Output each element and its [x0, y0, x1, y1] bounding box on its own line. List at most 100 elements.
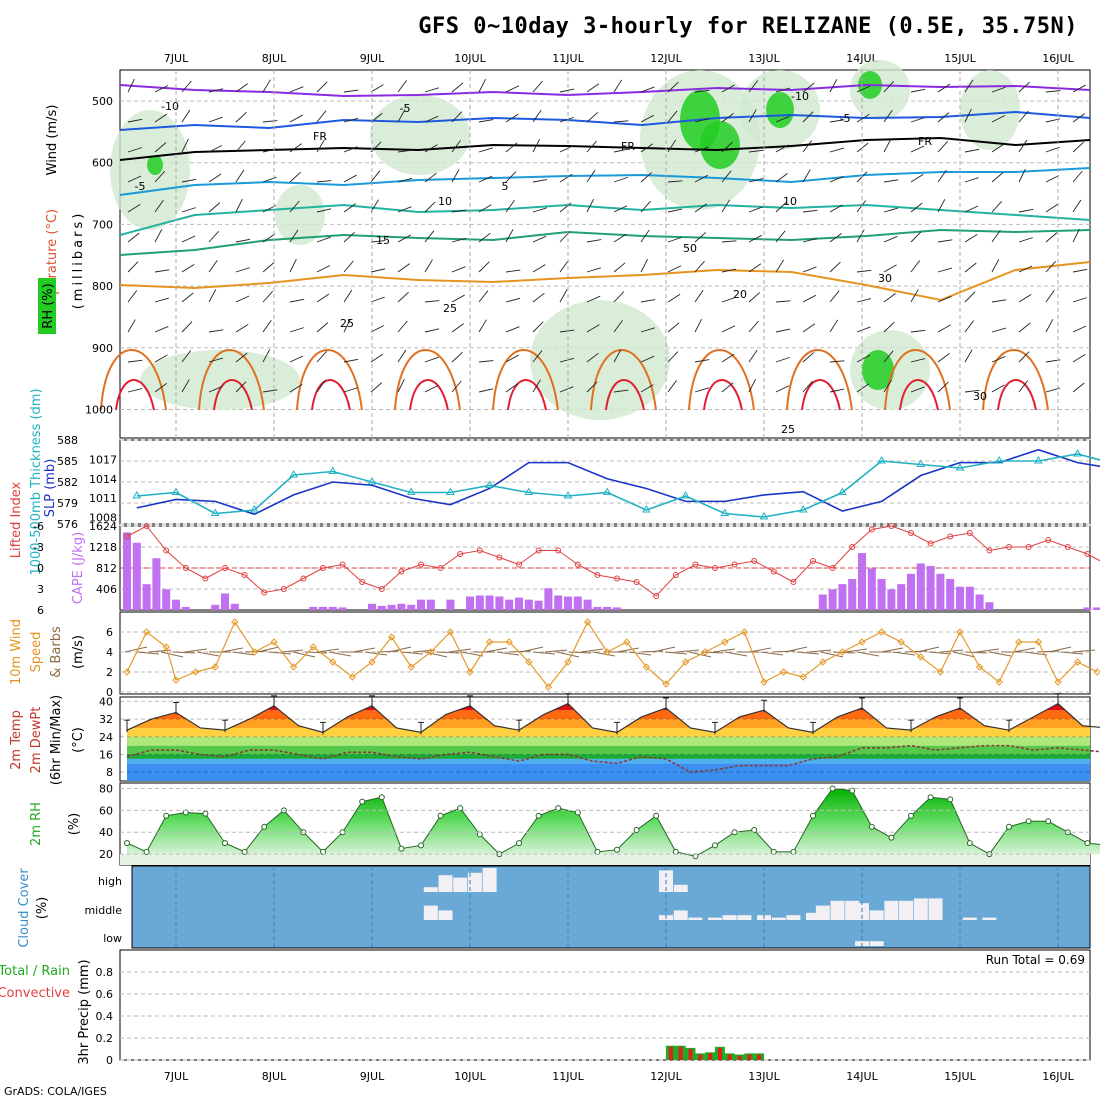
rh2m-label-line1: 2m RH — [29, 802, 44, 846]
wind-barb — [532, 179, 548, 183]
wind-barb — [424, 259, 433, 273]
wind-barb — [640, 200, 651, 213]
lifted-index-point — [300, 575, 307, 582]
wind-barb — [208, 357, 224, 363]
wind10m-barb — [316, 648, 340, 653]
cape-axis-label: CAPE (J/kg) — [71, 532, 86, 604]
wind-barb — [127, 290, 138, 303]
precip-label-convective: Convective — [0, 986, 70, 1001]
contour-label: 30 — [973, 390, 987, 403]
wind-barb — [154, 199, 164, 213]
thickness-point — [210, 508, 220, 516]
wind-barb — [127, 147, 142, 153]
lifted-index-point — [339, 561, 346, 568]
thickness-point — [250, 505, 259, 513]
wind-barb — [1072, 170, 1083, 183]
precip-convective-bar — [737, 1055, 742, 1060]
cape-bar — [319, 606, 327, 610]
top-date-label: 7JUL — [164, 52, 189, 65]
wind-barb — [910, 88, 926, 93]
isotherm-25 — [296, 349, 363, 411]
cape-bar — [564, 596, 572, 610]
wind-barb — [937, 381, 949, 393]
rh-point — [555, 805, 562, 812]
wind10m-barb — [616, 647, 640, 653]
wind-barb — [154, 113, 168, 123]
wind-barb — [559, 329, 575, 333]
lifted-index-point — [770, 568, 777, 575]
wind-barb — [964, 320, 975, 333]
wind-barb — [883, 179, 899, 183]
wind-barb — [1018, 237, 1033, 243]
wind-barb — [586, 352, 599, 363]
wind-barb — [613, 233, 627, 243]
temp2m-label-line3: (6hr Min/Max) — [49, 695, 64, 785]
wind-barb — [721, 268, 737, 273]
cloud-label-line2: (%) — [35, 897, 50, 920]
wind-barb — [1045, 146, 1060, 153]
lifted-index-point — [712, 565, 718, 571]
wind10m-barb — [436, 651, 460, 654]
wind-speed-point — [1015, 638, 1023, 646]
wind-barb — [505, 297, 521, 303]
cape-bar — [818, 594, 827, 610]
cloud-middle-bar — [962, 917, 977, 920]
wind-barb — [748, 80, 759, 93]
precip-tick-label: 0.4 — [96, 1010, 114, 1023]
wind-barb — [667, 236, 682, 243]
wind-barb — [505, 85, 520, 93]
wind-barb — [1072, 297, 1087, 303]
wind10m-label-line3: & Barbs — [49, 626, 64, 678]
wind-barb — [991, 86, 1006, 93]
contour-label: FR — [313, 130, 327, 143]
wind-barb — [829, 360, 845, 363]
rh-point — [712, 842, 718, 849]
wind10m-barb — [640, 650, 664, 653]
wind-barb — [289, 200, 300, 213]
wind-barb — [343, 117, 359, 123]
wind10m-barb — [544, 649, 568, 653]
lifted-index-point — [516, 561, 522, 568]
wind-barb — [316, 293, 330, 303]
wind-barb — [478, 147, 493, 153]
rh-tick-label: 60 — [99, 804, 113, 817]
precip-label-total: Total / Rain — [0, 964, 70, 979]
thickness-point — [132, 491, 142, 499]
wind-speed-point — [760, 678, 768, 686]
wind-barb — [370, 296, 385, 303]
bottom-date-label: 7JUL — [164, 1070, 189, 1083]
wind-barb — [262, 319, 272, 333]
wind-barb — [775, 144, 789, 153]
wind-tick-label: 2 — [106, 666, 113, 679]
temp2m-label-line1: 2m Temp — [9, 710, 24, 770]
rh-point — [908, 812, 914, 819]
wind-barb — [883, 379, 893, 393]
precip-convective-bar — [708, 1053, 713, 1060]
wind-barb — [694, 146, 709, 153]
top-date-label: 11JUL — [552, 52, 584, 65]
rh-point — [516, 840, 522, 847]
cloud-middle-bar — [982, 917, 997, 920]
temp-band — [127, 727, 1090, 737]
wind-barb — [667, 380, 677, 393]
wind-barb — [829, 176, 844, 183]
wind-barb — [937, 141, 949, 153]
wind10m-barb — [856, 651, 880, 657]
wind10m-barb — [556, 651, 580, 658]
wind-barb — [505, 113, 519, 123]
isotherm-30 — [311, 379, 351, 411]
wind-barb — [262, 291, 274, 303]
cloud-middle-bar — [688, 917, 703, 920]
wind10m-label-line1: 10m Wind — [9, 619, 24, 685]
top-date-label: 15JUL — [944, 52, 976, 65]
wind-speed-point — [544, 683, 553, 691]
wind-barb — [289, 86, 304, 93]
temp2m-axis: 40 32 24 16 8 — [99, 695, 113, 779]
lifted-index-point — [222, 565, 228, 571]
cloud-cover-panel: high middle low Cloud Cover (%) — [17, 865, 1091, 949]
cloud-middle-bar — [913, 898, 928, 920]
precip-tick-label: 0.8 — [96, 966, 114, 979]
wind-barb — [289, 355, 304, 363]
wind-barb — [478, 119, 494, 123]
wind-barb — [829, 79, 838, 93]
